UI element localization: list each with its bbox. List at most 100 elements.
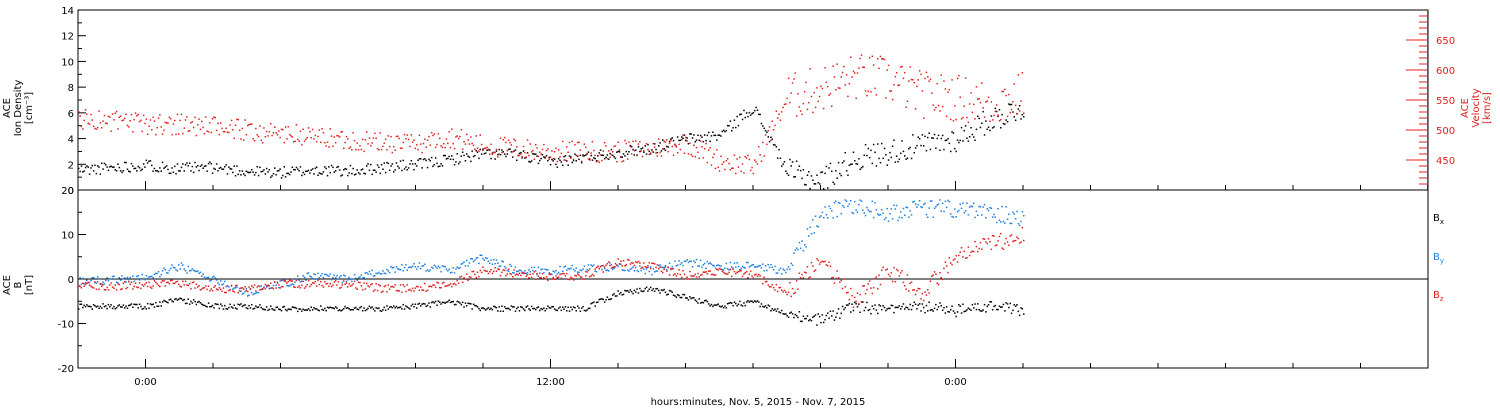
by-point	[613, 267, 615, 269]
density-point	[802, 169, 805, 171]
velocity-point	[402, 141, 404, 144]
velocity-point	[941, 105, 944, 108]
bx-point	[993, 305, 995, 308]
by-point	[521, 272, 523, 275]
velocity-point	[894, 75, 897, 78]
by-point	[799, 247, 802, 249]
density-point	[955, 150, 957, 153]
bz-point	[88, 284, 91, 286]
bz-point	[172, 282, 175, 285]
by-point	[808, 235, 810, 237]
by-point	[872, 216, 875, 219]
density-point	[735, 126, 737, 129]
density-point	[229, 167, 231, 170]
bz-point	[241, 287, 244, 289]
density-point	[956, 139, 959, 141]
velocity-point	[489, 153, 491, 156]
bz-point	[827, 264, 829, 267]
density-point	[1018, 105, 1021, 107]
density-point	[372, 169, 375, 171]
velocity-point	[128, 126, 130, 128]
by-point	[774, 265, 776, 268]
velocity-point	[712, 156, 714, 159]
by-point	[457, 267, 460, 269]
velocity-point	[1021, 72, 1024, 74]
bx-point	[242, 304, 245, 307]
bz-point	[348, 283, 350, 285]
bx-point	[705, 299, 707, 302]
bz-point	[685, 277, 687, 280]
density-point	[931, 137, 933, 139]
velocity-point	[1009, 111, 1011, 114]
bx-point	[891, 304, 894, 307]
velocity-point	[413, 139, 415, 141]
bz-point	[589, 276, 591, 278]
density-point	[141, 168, 143, 170]
density-point	[251, 169, 253, 171]
velocity-point	[702, 157, 705, 159]
bx-point	[390, 306, 392, 308]
density-point	[867, 147, 869, 150]
bx-point	[403, 308, 406, 310]
velocity-point	[927, 76, 929, 78]
by-point	[172, 266, 175, 269]
bz-point	[541, 273, 544, 275]
by-point	[959, 203, 961, 205]
velocity-point	[921, 90, 924, 92]
velocity-point	[651, 149, 653, 152]
by-point	[165, 271, 168, 274]
density-point	[914, 147, 917, 149]
by-point	[461, 262, 464, 265]
bx-point	[213, 307, 215, 309]
bz-point	[921, 293, 924, 295]
bz-point	[973, 250, 975, 253]
bz-point	[975, 245, 978, 248]
density-point	[375, 171, 377, 173]
bx-point	[843, 308, 845, 311]
bz-point	[594, 268, 596, 270]
density-point	[468, 156, 471, 158]
density-point	[916, 144, 918, 147]
bz-point	[1023, 239, 1025, 242]
bx-point	[499, 310, 502, 312]
density-point	[83, 170, 85, 172]
by-point	[456, 266, 458, 269]
velocity-point	[334, 141, 337, 144]
bx-point	[361, 310, 364, 312]
velocity-point	[499, 137, 502, 139]
by-point	[367, 273, 369, 275]
by-point	[991, 216, 994, 218]
velocity-point	[609, 156, 611, 158]
by-point	[489, 262, 491, 264]
bx-point	[1014, 305, 1017, 307]
velocity-point	[115, 110, 118, 113]
bz-point	[448, 284, 450, 286]
velocity-point	[827, 85, 829, 88]
velocity-point	[567, 151, 569, 153]
velocity-point	[671, 145, 673, 148]
bz-point	[816, 258, 818, 260]
velocity-point	[713, 153, 715, 155]
by-point	[628, 270, 630, 272]
bx-point	[426, 304, 429, 307]
velocity-point	[897, 84, 899, 87]
by-point	[432, 267, 434, 269]
velocity-point	[594, 154, 596, 157]
bz-point	[225, 291, 227, 294]
density-point	[168, 172, 171, 175]
by-point	[535, 270, 537, 272]
bx-point	[479, 309, 481, 312]
bx-point	[141, 308, 143, 310]
by-point	[751, 264, 753, 266]
bx-point	[691, 297, 694, 299]
by-point	[213, 275, 215, 277]
density-point	[179, 170, 181, 172]
bx-point	[943, 307, 945, 309]
bz-point	[751, 275, 753, 277]
velocity-point	[620, 156, 622, 159]
by-point	[156, 272, 158, 275]
bz-point	[522, 272, 525, 275]
by-point	[132, 275, 134, 278]
density-point	[617, 150, 619, 153]
density-point	[945, 139, 948, 141]
